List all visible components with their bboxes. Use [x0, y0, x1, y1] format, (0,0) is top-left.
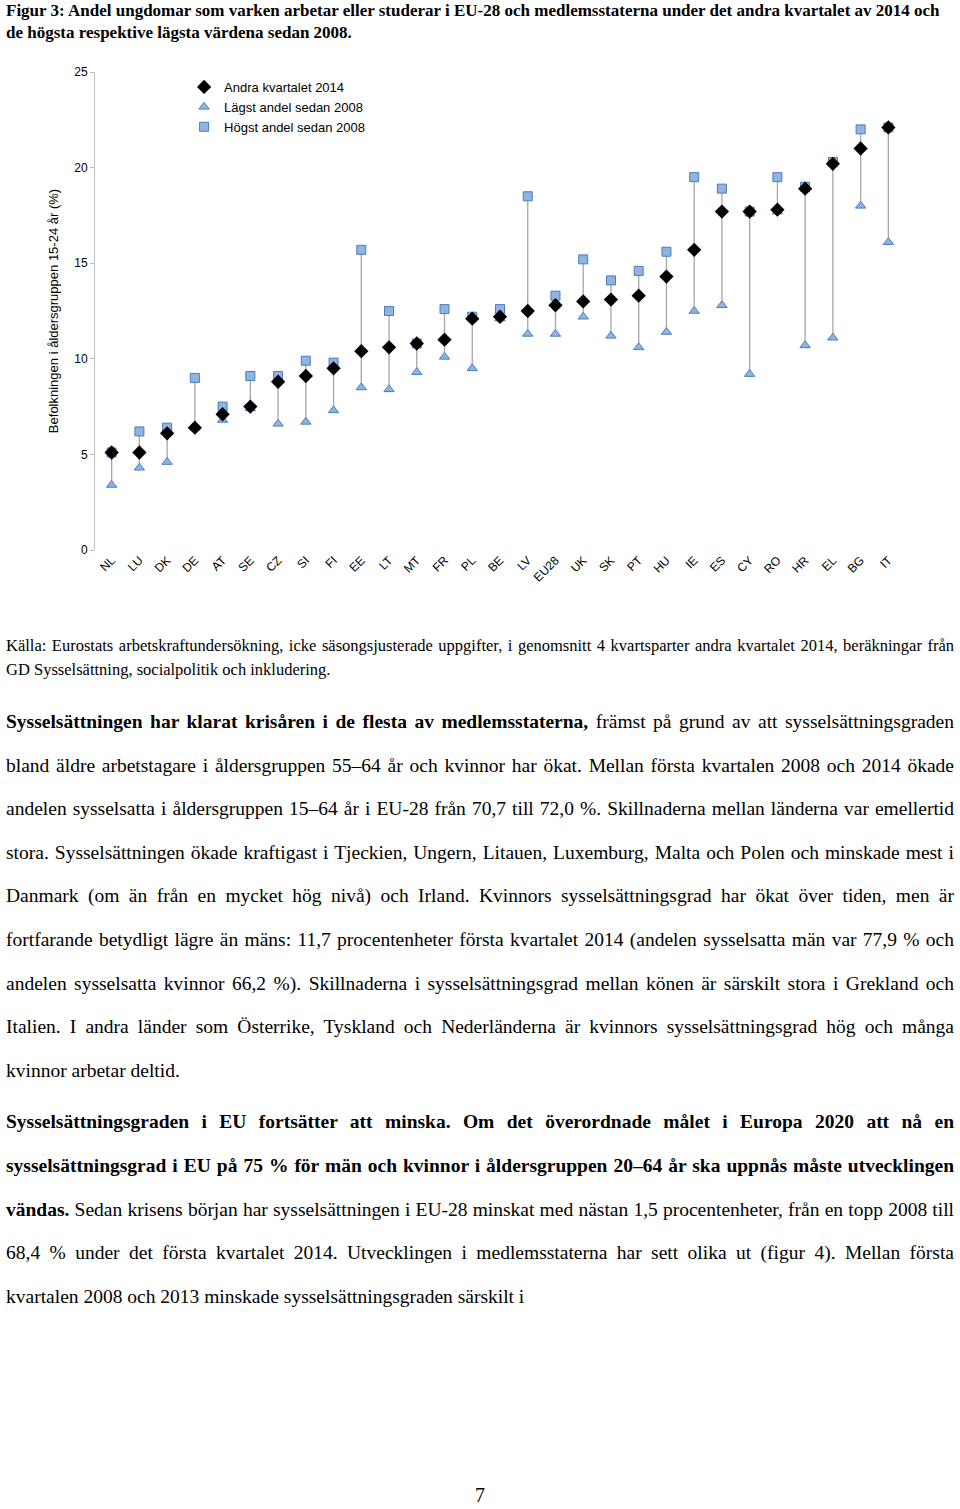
svg-text:20: 20	[74, 161, 88, 175]
svg-text:5: 5	[81, 448, 88, 462]
svg-text:HR: HR	[789, 553, 811, 575]
svg-text:PL: PL	[458, 553, 479, 574]
html-text:Sysselsättningsgraden i EU for: Sysselsättningsgraden i EU fortsätter at…	[6, 1111, 954, 1307]
svg-text:Lägst andel sedan 2008: Lägst andel sedan 2008	[224, 100, 363, 115]
svg-text:Högst andel sedan 2008: Högst andel sedan 2008	[224, 120, 365, 135]
svg-text:LU: LU	[125, 553, 146, 574]
svg-text:IE: IE	[683, 553, 701, 571]
svg-text:Andra kvartalet 2014: Andra kvartalet 2014	[224, 80, 344, 95]
svg-text:0: 0	[81, 543, 88, 557]
svg-text:SK: SK	[596, 553, 617, 574]
html-text:7: 7	[475, 1484, 485, 1506]
svg-text:DK: DK	[152, 553, 174, 575]
html-text:Källa: Eurostats arbetskraftun: Källa: Eurostats arbetskraftundersökning…	[6, 636, 954, 679]
svg-text:HU: HU	[651, 553, 673, 575]
svg-text:EL: EL	[819, 553, 840, 574]
svg-text:SE: SE	[235, 553, 256, 574]
svg-text:MT: MT	[401, 553, 424, 576]
svg-text:IT: IT	[877, 553, 895, 571]
svg-text:15: 15	[74, 256, 88, 270]
svg-text:FI: FI	[322, 553, 339, 570]
svg-text:DE: DE	[180, 553, 202, 575]
svg-text:CZ: CZ	[263, 553, 284, 574]
svg-text:Befolkningen i åldersgruppen 1: Befolkningen i åldersgruppen 15-24 år (%…	[46, 189, 61, 433]
svg-text:PT: PT	[624, 553, 645, 574]
svg-text:EU28: EU28	[531, 553, 562, 584]
svg-text:BG: BG	[845, 553, 867, 575]
svg-text:BE: BE	[485, 553, 506, 574]
svg-text:25: 25	[74, 65, 88, 79]
svg-text:ES: ES	[707, 553, 728, 574]
html-text:Figur 3: Andel ungdomar som va: Figur 3: Andel ungdomar som varken arbet…	[6, 1, 940, 42]
svg-text:SI: SI	[294, 553, 312, 571]
svg-text:UK: UK	[568, 553, 590, 575]
svg-text:EE: EE	[346, 553, 367, 574]
svg-text:10: 10	[74, 352, 88, 366]
svg-text:LV: LV	[514, 553, 534, 573]
svg-text:AT: AT	[209, 553, 230, 574]
svg-text:CY: CY	[734, 553, 756, 575]
svg-text:NL: NL	[97, 553, 118, 574]
svg-text:LT: LT	[376, 553, 396, 573]
svg-text:RO: RO	[761, 553, 784, 576]
html-text:Sysselsättningen har klarat kr: Sysselsättningen har klarat krisåren i d…	[6, 711, 954, 1081]
svg-text:FR: FR	[430, 553, 451, 574]
